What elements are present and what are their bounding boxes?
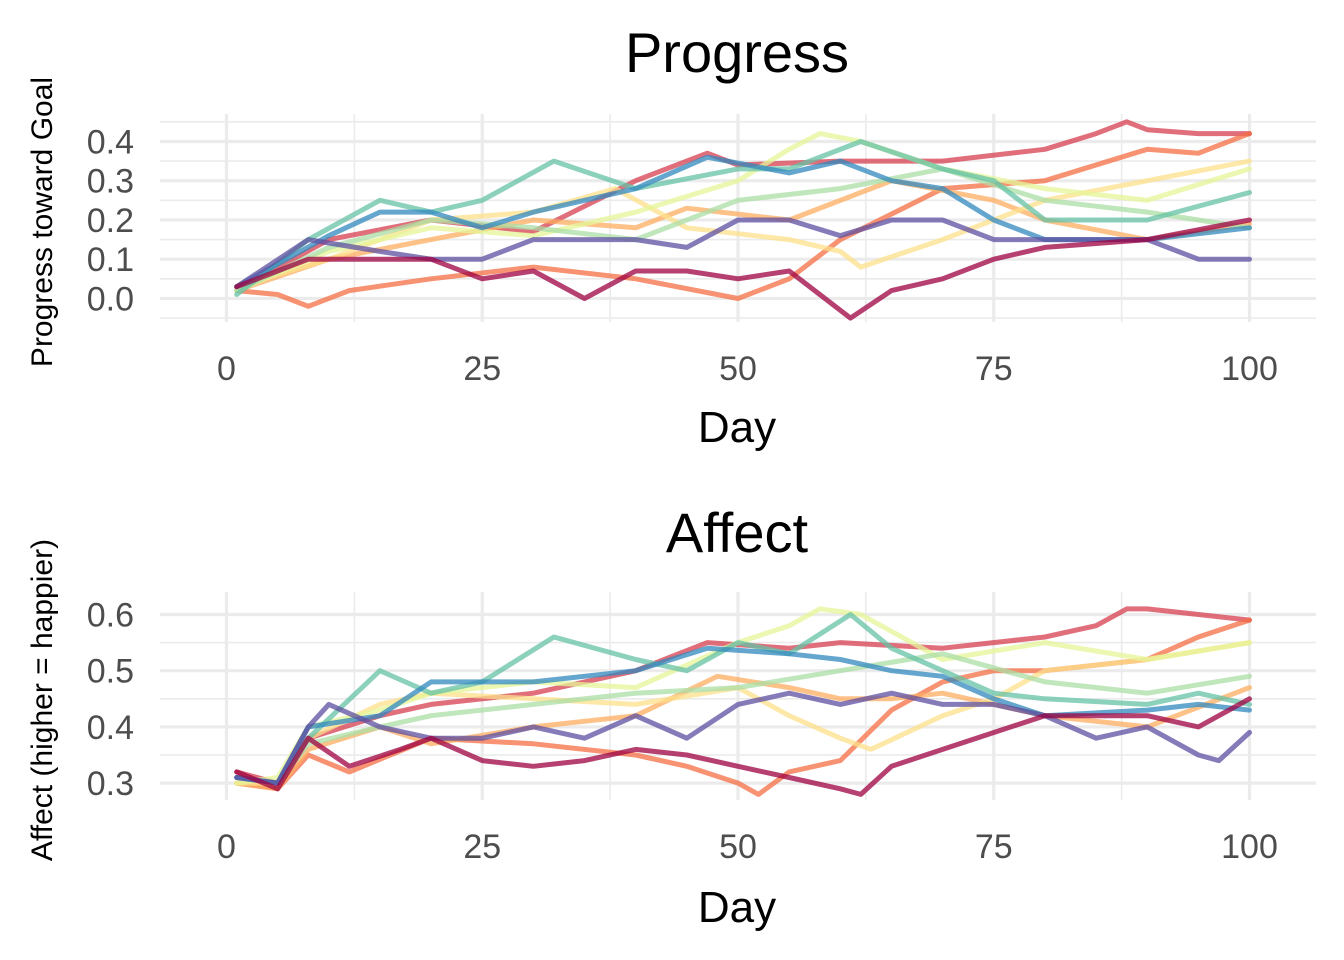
progress-y-axis-label: Progress toward Goal [26,77,59,367]
progress-x-ticks: 0 25 50 75 100 [217,350,1278,388]
progress-x-tick-label: 75 [975,350,1013,388]
progress-y-ticks: 0.00.10.20.30.4 [87,123,134,318]
affect-y-axis-label: Affect (higher = happier) [26,539,59,861]
affect-series-line-9 [234,690,1252,786]
affect-y-ticks: 0.3 0.4 0.5 0.6 [87,596,134,803]
affect-series-line-6 [234,651,1252,786]
affect-panel: Affect 0 25 50 75 100 0.3 0.4 0.5 0.6 Day Affec… [26,501,1316,932]
affect-y-tick-label: 0.3 [87,765,134,803]
progress-series-line-3 [234,178,1252,294]
affect-series-line-1 [234,606,1252,786]
affect-x-tick-label: 50 [719,828,757,866]
progress-panel: Progress 0 25 50 75 100 0.00.10.20.30.4 Day … [26,21,1316,452]
affect-x-tick-label: 75 [975,828,1013,866]
affect-y-tick-label: 0.5 [87,653,134,691]
progress-chart-title: Progress [625,21,849,84]
affect-x-tick-label: 0 [217,828,236,866]
affect-series-line-7 [234,612,1252,786]
progress-x-tick-label: 50 [719,350,757,388]
progress-series-line-10 [234,217,1252,321]
progress-y-tick-label: 0.2 [87,202,134,240]
progress-series-lines [234,119,1252,321]
affect-series-line-10 [234,696,1252,797]
progress-x-tick-label: 25 [463,350,501,388]
progress-series-line-5 [234,131,1252,294]
affect-x-axis-label: Day [698,883,776,932]
affect-x-tick-label: 100 [1221,828,1278,866]
affect-series-lines [234,606,1252,797]
progress-x-axis-label: Day [698,403,776,452]
progress-x-tick-label: 100 [1221,350,1278,388]
progress-series-line-6 [234,166,1252,294]
affect-y-tick-label: 0.6 [87,596,134,634]
affect-chart-title: Affect [666,501,809,564]
progress-y-tick-label: 0.4 [87,123,134,161]
affect-x-tick-label: 25 [463,828,501,866]
affect-x-ticks: 0 25 50 75 100 [217,828,1278,866]
progress-y-tick-label: 0.0 [87,280,134,318]
progress-series-line-8 [234,154,1252,290]
affect-y-tick-label: 0.4 [87,709,134,747]
progress-y-tick-label: 0.3 [87,163,134,201]
progress-x-tick-label: 0 [217,350,236,388]
progress-series-line-2 [234,131,1252,309]
progress-series-line-7 [234,139,1252,297]
progress-y-tick-label: 0.1 [87,241,134,279]
